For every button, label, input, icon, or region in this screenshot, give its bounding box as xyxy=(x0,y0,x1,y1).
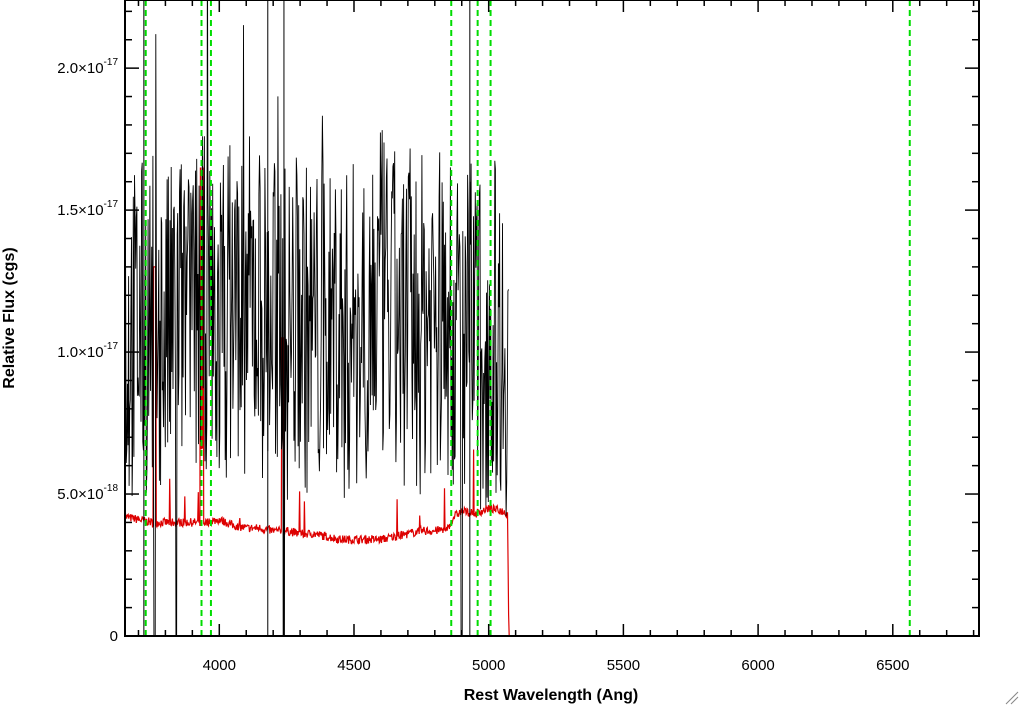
y-tick-label: 5.0×10-18 xyxy=(57,483,118,503)
y-tick-label: 0 xyxy=(110,628,118,645)
x-tick-label: 6000 xyxy=(741,657,774,674)
flux-spectrum-line xyxy=(125,0,509,636)
resize-grip-icon[interactable] xyxy=(1005,691,1019,705)
plot-axes xyxy=(124,0,980,637)
x-tick-label: 6500 xyxy=(876,657,909,674)
y-tick-label: 1.0×10-17 xyxy=(57,341,118,361)
y-tick-label: 2.0×10-17 xyxy=(57,57,118,77)
flux-spectrum xyxy=(125,0,509,636)
x-tick-label: 5000 xyxy=(472,657,505,674)
x-tick-label: 4000 xyxy=(203,657,236,674)
tick-labels: 4000 4500 5000 5500 6000 6500 0 5.0×10-18 1.0×10… xyxy=(57,57,909,674)
x-axis-title: Rest Wavelength (Ang) xyxy=(464,687,639,704)
y-tick-label: 1.5×10-17 xyxy=(57,199,118,219)
x-tick-label: 4500 xyxy=(337,657,370,674)
axis-ticks xyxy=(125,0,979,637)
x-tick-label: 5500 xyxy=(607,657,640,674)
plot-frame xyxy=(124,0,980,637)
emission-line-markers xyxy=(144,0,911,636)
y-axis-title: Relative Flux (cgs) xyxy=(1,247,18,388)
